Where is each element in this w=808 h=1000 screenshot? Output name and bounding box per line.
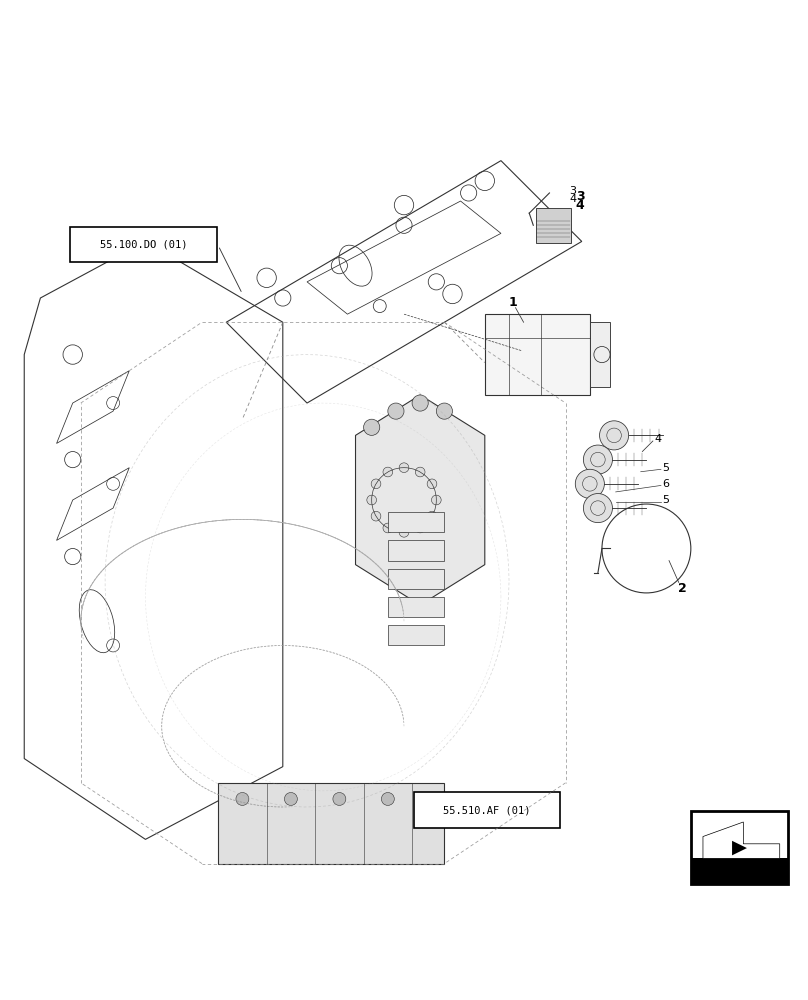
Circle shape (575, 469, 604, 498)
Circle shape (412, 395, 428, 411)
Text: 3: 3 (576, 190, 584, 204)
FancyBboxPatch shape (388, 625, 444, 645)
FancyBboxPatch shape (485, 314, 590, 395)
Circle shape (236, 792, 249, 805)
Text: 4: 4 (576, 199, 584, 212)
Circle shape (371, 511, 381, 521)
FancyBboxPatch shape (536, 208, 571, 243)
Circle shape (415, 467, 425, 477)
Circle shape (583, 494, 612, 523)
Circle shape (399, 463, 409, 473)
Circle shape (583, 445, 612, 474)
Circle shape (431, 495, 441, 505)
Circle shape (427, 479, 437, 489)
Circle shape (388, 403, 404, 419)
Circle shape (600, 421, 629, 450)
Circle shape (427, 511, 437, 521)
Text: 3: 3 (570, 186, 577, 196)
FancyBboxPatch shape (388, 540, 444, 561)
Text: 4: 4 (654, 434, 662, 444)
Circle shape (333, 792, 346, 805)
FancyBboxPatch shape (414, 792, 560, 828)
Circle shape (383, 467, 393, 477)
FancyBboxPatch shape (691, 811, 788, 884)
Text: 6: 6 (663, 479, 670, 489)
Text: 4: 4 (570, 194, 577, 204)
Text: 2: 2 (679, 582, 687, 595)
FancyBboxPatch shape (388, 597, 444, 617)
Circle shape (371, 479, 381, 489)
FancyBboxPatch shape (691, 858, 788, 884)
FancyBboxPatch shape (218, 783, 444, 864)
Circle shape (415, 523, 425, 533)
Text: 5: 5 (663, 495, 670, 505)
Circle shape (284, 792, 297, 805)
Text: 55.100.DO (01): 55.100.DO (01) (100, 240, 187, 250)
Circle shape (381, 792, 394, 805)
Circle shape (383, 523, 393, 533)
Text: ▶: ▶ (732, 838, 747, 857)
Circle shape (367, 495, 377, 505)
Polygon shape (703, 822, 780, 858)
FancyBboxPatch shape (388, 569, 444, 589)
Text: 1: 1 (509, 296, 517, 309)
Circle shape (436, 403, 452, 419)
FancyBboxPatch shape (70, 227, 217, 262)
Text: 5: 5 (663, 463, 670, 473)
Circle shape (399, 527, 409, 537)
Text: 55.510.AF (01): 55.510.AF (01) (444, 805, 531, 815)
FancyBboxPatch shape (590, 322, 610, 387)
Polygon shape (356, 395, 485, 605)
Circle shape (364, 419, 380, 435)
FancyBboxPatch shape (388, 512, 444, 532)
